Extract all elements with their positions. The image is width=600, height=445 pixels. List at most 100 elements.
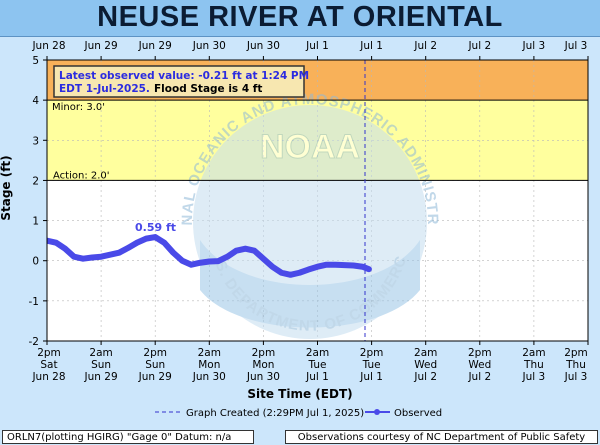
observed-point (62, 246, 68, 252)
x-axis-top: Jun 28 Jun 29 Jun 29 Jun 30 Jun 30 Jul 1 Jul 1… (31, 40, 589, 60)
latest-value-box: Latest observed value: -0.21 ft at 1:24 … (53, 65, 309, 98)
header-bar: NEUSE RIVER AT ORIENTAL (0, 0, 600, 37)
observed-point (260, 256, 266, 262)
bottom-tick-label: Thu (565, 359, 586, 371)
observed-point (47, 238, 50, 244)
legend: Graph Created (2:29PM Jul 1, 2025) Obser… (155, 408, 442, 419)
bottom-tick-label: Jul 2 (413, 371, 437, 383)
bottom-tick-label: Jun 30 (192, 371, 226, 383)
bottom-tick-label: 2am (414, 347, 437, 359)
observed-point (366, 266, 372, 272)
observed-series (47, 234, 372, 278)
bottom-tick-label: 2am (89, 347, 112, 359)
top-tick-label: Jun 30 (246, 40, 280, 52)
bottom-tick-label: Tue (308, 359, 327, 371)
observed-point (350, 262, 357, 269)
page-title: NEUSE RIVER AT ORIENTAL (97, 1, 503, 33)
footer-datum: ORLN7(plotting HGIRG) "Gage 0" Datum: n/… (2, 430, 254, 444)
flood-stage-text: Flood Stage is 4 ft (154, 83, 262, 95)
bottom-tick-label: 2pm (143, 347, 167, 359)
observed-point (152, 234, 158, 240)
bottom-tick-label: Jun 29 (84, 371, 118, 383)
observed-point (251, 248, 257, 254)
observed-point (206, 258, 212, 265)
band-label-1: Minor: 3.0' (52, 102, 105, 113)
y-tick-label: 0 (32, 256, 39, 268)
observed-point (287, 272, 294, 278)
observed-point (269, 264, 276, 270)
y-tick-label: 1 (32, 216, 39, 228)
top-tick-label: Jul 1 (359, 40, 383, 52)
observed-point (296, 270, 303, 276)
observed-point (80, 256, 86, 262)
y-tick-label: 4 (32, 95, 39, 107)
observed-point (341, 262, 348, 268)
observed-point (188, 262, 194, 268)
observed-point (125, 245, 131, 251)
observed-point (71, 254, 77, 260)
observed-point (161, 240, 167, 246)
observed-point (323, 262, 330, 268)
bottom-tick-label: Mon (252, 359, 274, 371)
observed-point (332, 262, 339, 268)
threshold-label-1: Action: 2.0' (53, 170, 110, 181)
observed-point (53, 240, 59, 246)
bottom-tick-label: 2pm (468, 347, 492, 359)
observed-point (278, 270, 285, 276)
bottom-tick-label: 2pm (360, 347, 384, 359)
legend-created-label: Graph Created (2:29PM Jul 1, 2025) (186, 408, 364, 419)
top-tick-label: Jul 1 (305, 40, 329, 52)
top-tick-label: Jun 29 (138, 40, 172, 52)
bottom-tick-label: 2am (306, 347, 329, 359)
top-tick-label: Jul 2 (467, 40, 491, 52)
latest-value-line2: EDT 1-Jul-2025. (59, 83, 150, 95)
bottom-tick-label: 2pm (252, 347, 276, 359)
bottom-tick-label: Mon (198, 359, 220, 371)
observed-point (233, 248, 239, 254)
observed-point (98, 254, 104, 260)
bottom-tick-label: Sun (91, 359, 111, 371)
top-tick-label: Jul 2 (413, 40, 437, 52)
bottom-tick-label: Jun 28 (31, 371, 65, 383)
top-tick-label: Jul 3 (564, 40, 588, 52)
y-tick-label: -2 (29, 336, 39, 348)
bottom-tick-label: Jun 30 (246, 371, 280, 383)
bottom-tick-label: Wed (468, 359, 491, 371)
bottom-tick-label: Jul 1 (359, 371, 383, 383)
observed-point (215, 258, 221, 264)
noaa-logo-text: NOAA (260, 128, 360, 166)
x-axis-label: Site Time (EDT) (247, 387, 352, 401)
latest-value-line1: Latest observed value: -0.21 ft at 1:24 … (59, 70, 309, 82)
observed-point (314, 264, 321, 270)
y-axis: -2 -1 0 1 2 3 4 5 (29, 55, 47, 348)
observed-point (197, 260, 203, 266)
legend-observed-marker (374, 409, 380, 415)
bottom-tick-label: 2pm (37, 347, 61, 359)
bottom-tick-label: Wed (414, 359, 437, 371)
y-tick-label: 5 (32, 55, 39, 67)
y-tick-label: 2 (32, 175, 39, 187)
observed-point (224, 254, 230, 260)
top-tick-label: Jun 30 (192, 40, 226, 52)
observed-point (134, 240, 140, 246)
bottom-tick-label: Jul 1 (305, 371, 329, 383)
bottom-tick-label: Sat (40, 359, 57, 371)
observed-point (179, 258, 185, 264)
observed-point (305, 266, 312, 273)
y-tick-label: -1 (29, 296, 39, 308)
bottom-tick-label: Jun 29 (138, 371, 172, 383)
bottom-tick-label: 2am (522, 347, 545, 359)
observed-point (242, 246, 248, 252)
y-axis-label: Stage (ft) (0, 155, 13, 220)
legend-observed-label: Observed (394, 408, 442, 419)
bottom-tick-label: Sun (145, 359, 165, 371)
top-tick-label: Jul 3 (522, 40, 546, 52)
observed-point (143, 236, 149, 242)
footer-credit: Observations courtesy of NC Department o… (285, 430, 598, 444)
observed-point (107, 252, 113, 258)
peak-label: 0.59 ft (135, 221, 176, 234)
top-tick-label: Jun 29 (84, 40, 118, 52)
y-tick-label: 3 (32, 135, 39, 147)
bottom-tick-label: Tue (362, 359, 381, 371)
